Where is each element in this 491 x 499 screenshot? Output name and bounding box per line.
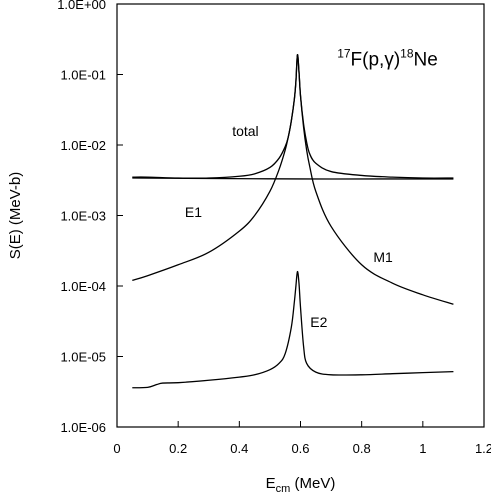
y-tick-label: 1.0E-03 xyxy=(60,209,106,224)
title-part-c: Ne xyxy=(414,49,438,70)
x-tick-label: 1 xyxy=(419,441,426,456)
series-line-m1 xyxy=(132,54,454,305)
x-tick-label: 1.2 xyxy=(475,441,491,456)
y-tick-label: 1.0E-01 xyxy=(60,68,106,83)
x-axis-title-main: E xyxy=(266,475,276,492)
series-line-e2 xyxy=(132,270,454,389)
y-tick-label: 1.0E-05 xyxy=(60,350,106,365)
title-mass-number-17: 17 xyxy=(337,46,351,60)
series-line-total xyxy=(132,54,454,179)
series-label-e1: E1 xyxy=(185,204,202,220)
x-axis-title-sub: cm xyxy=(276,483,291,495)
title-part-b: ) xyxy=(394,49,400,70)
axis-ticks: 0 0.2 0.4 0.6 0.8 1 1.2 1.0E-06 1.0E-05 1.0E-04 1.… xyxy=(57,0,491,456)
x-axis-title-rest: (MeV) xyxy=(290,475,335,492)
title-part-a: F(p, xyxy=(351,49,385,70)
y-tick-label: 1.0E-04 xyxy=(60,279,106,294)
series-labels: total E1 M1 E2 xyxy=(185,123,393,330)
plot-title: 17F(p,γ)18Ne xyxy=(337,46,438,70)
y-tick-label: 1.0E-06 xyxy=(60,420,106,435)
x-tick-label: 0 xyxy=(113,441,120,456)
series-label-m1: M1 xyxy=(373,249,393,265)
y-tick-label: 1.0E+00 xyxy=(57,0,106,12)
x-tick-label: 0.8 xyxy=(353,441,371,456)
y-axis-title: S(E) (MeV-b) xyxy=(7,172,24,260)
x-axis-title: Ecm (MeV) xyxy=(266,475,336,495)
series-line-e1 xyxy=(132,177,454,180)
series-label-total: total xyxy=(232,123,258,139)
series-label-e2: E2 xyxy=(310,314,327,330)
x-tick-label: 0.4 xyxy=(230,441,248,456)
title-mass-number-18: 18 xyxy=(400,46,414,60)
x-tick-label: 0.6 xyxy=(291,441,309,456)
curves xyxy=(132,54,454,389)
title-gamma: γ xyxy=(384,49,394,70)
y-tick-label: 1.0E-02 xyxy=(60,138,106,153)
x-tick-label: 0.2 xyxy=(169,441,187,456)
